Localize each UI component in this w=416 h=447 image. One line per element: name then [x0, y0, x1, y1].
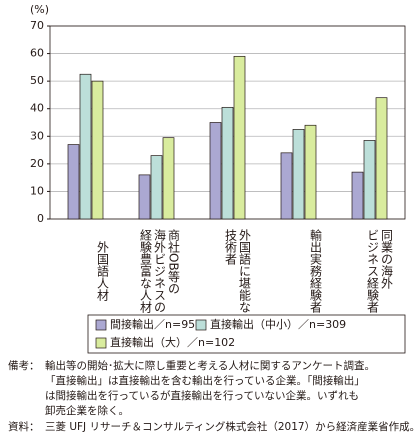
- x-tick-label: 商社OB等の 海外ビジネスの 経験豊富な人材: [138, 229, 181, 313]
- bar: [375, 97, 388, 220]
- bar: [221, 106, 234, 220]
- x-tick-label: 同業の海外 ビジネス経験者: [365, 229, 394, 313]
- y-axis-label: (%): [30, 3, 49, 16]
- notes-line: は間接輸出を行っているが直接輸出を行っていない企業。いずれも: [45, 390, 359, 402]
- bar: [280, 152, 293, 220]
- legend-swatch: [95, 319, 107, 331]
- bar: [233, 55, 246, 220]
- y-tick-label: 70: [30, 19, 44, 32]
- bar: [351, 171, 364, 220]
- notes-line: 卸売企業を除く。: [45, 405, 129, 417]
- notes-line: 「直接輸出」は直接輸出を含む輸出を行っている企業。「間接輸出」: [45, 375, 365, 387]
- source-label: 資料：: [8, 421, 40, 433]
- x-tick-label: 外国語人材: [95, 241, 110, 301]
- y-tick-label: 60: [30, 47, 44, 60]
- bar: [67, 144, 80, 220]
- bar: [363, 140, 376, 220]
- legend-label: 間接輸出／n=95: [110, 317, 195, 331]
- bar: [79, 73, 92, 220]
- legend-swatch: [195, 319, 207, 331]
- y-tick-label: 30: [30, 129, 44, 142]
- legend-box: [87, 314, 406, 354]
- bar: [138, 174, 151, 220]
- y-tick-label: 50: [30, 74, 44, 87]
- notes-line: 輸出等の開始･拡大に際し重要と考える人材に関するアンケート調査。: [45, 360, 376, 372]
- source-text: 三菱 UFJ リサーチ＆コンサルティング株式会社（2017）から経済産業省作成。: [45, 421, 416, 433]
- y-tick-label: 10: [30, 184, 44, 197]
- legend-label: 直接輸出（中小）／n=309: [210, 317, 346, 331]
- x-tick-label: 輸出実務経験者: [308, 229, 323, 313]
- x-tick-label: 外国語に堪能な 技術者: [223, 229, 252, 313]
- bar: [150, 155, 163, 220]
- notes-label: 備考：: [8, 360, 40, 372]
- y-tick-label: 0: [37, 212, 44, 225]
- legend-label: 直接輸出（大）／n=102: [110, 335, 235, 349]
- bar: [91, 80, 104, 220]
- bar: [292, 129, 305, 220]
- legend-swatch: [95, 337, 107, 349]
- bar: [162, 137, 175, 220]
- y-tick-label: 20: [30, 157, 44, 170]
- bar: [209, 122, 222, 220]
- y-tick-label: 40: [30, 102, 44, 115]
- bar: [304, 124, 317, 220]
